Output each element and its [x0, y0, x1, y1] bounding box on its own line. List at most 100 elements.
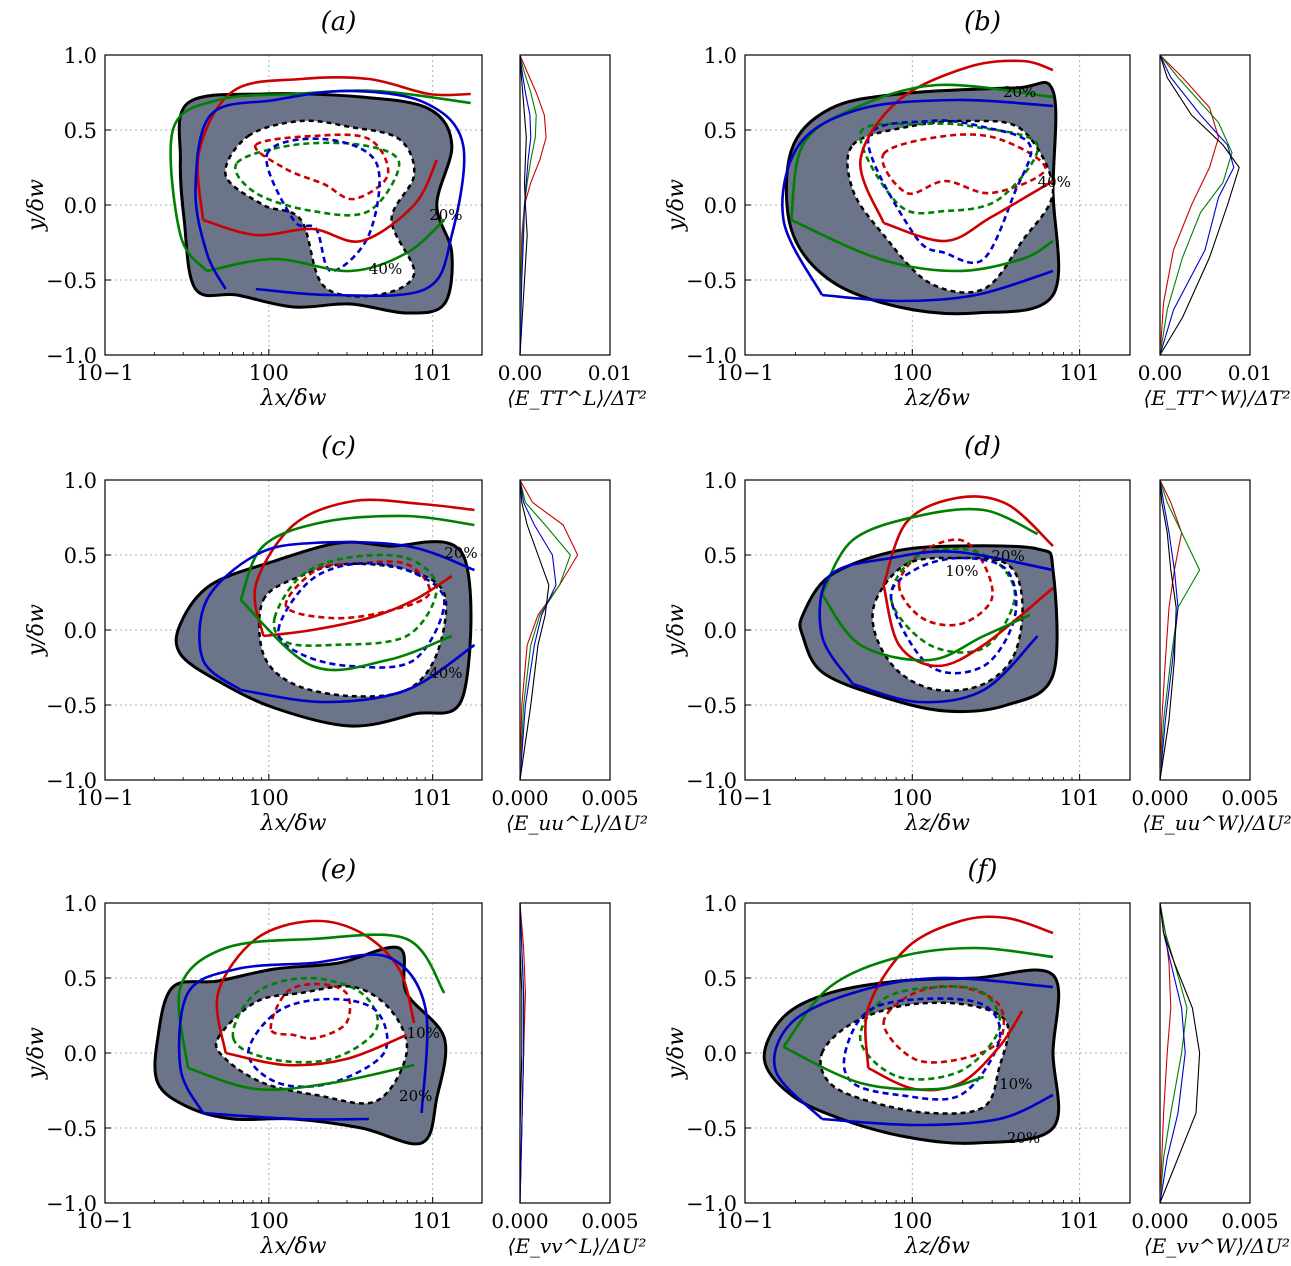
contour-label: 10% [407, 1024, 440, 1042]
x-tick-label: 100 [249, 1209, 289, 1233]
dashed-contour [234, 141, 401, 217]
y-tick-label: 1.0 [64, 44, 97, 68]
y-tick-label: −0.5 [686, 269, 737, 293]
dashed-contour [272, 553, 439, 647]
x-axis-label: λx/δw [260, 811, 327, 836]
solid-contour [821, 269, 1054, 303]
y-tick-label: −1.0 [46, 769, 97, 793]
y-tick-label: −0.5 [686, 1117, 737, 1141]
profile-series-line [1159, 54, 1233, 356]
x-tick-label: 100 [249, 786, 289, 810]
solid-contour [821, 1093, 1054, 1127]
solid-contour [240, 643, 476, 704]
panel-4: (e) 10% 20% −1.0 −0.5 0.0 0.5 1.0 10−1 100 101 λx/δ… [24, 855, 646, 1259]
profile-series-line [519, 479, 572, 781]
y-axis-label: y/δw [664, 1027, 689, 1080]
solid-contour [225, 1033, 408, 1067]
contour-label: 10% [945, 562, 978, 580]
profile-x-tick-label: 0.000 [1131, 1209, 1188, 1233]
x-axis-label: λx/δw [260, 1234, 327, 1259]
profile-series-line [1159, 902, 1201, 1204]
inner-region [224, 119, 416, 298]
x-tick-label: 100 [249, 361, 289, 385]
dashed-contour [254, 133, 390, 201]
profile-x-tick-label: 0.000 [1131, 786, 1188, 810]
y-tick-label: −0.5 [46, 1117, 97, 1141]
profile-series-line [1159, 902, 1186, 1204]
profile-frame [519, 479, 611, 781]
dashed-contour [858, 985, 1002, 1081]
solid-contour [852, 635, 1039, 704]
contour-label: 20% [1007, 1129, 1040, 1147]
contour-label: 40% [369, 260, 402, 278]
profile-x-tick-label: 0.00 [498, 361, 543, 385]
profile-frame [1159, 902, 1251, 1204]
solid-contour [820, 507, 1039, 595]
profile-x-tick-label: 0.01 [1228, 361, 1273, 385]
profile-x-tick-label: 0.00 [1138, 361, 1183, 385]
y-axis-label: y/δw [664, 179, 689, 232]
profile-x-tick-label: 0.000 [491, 1209, 548, 1233]
solid-contour [772, 976, 1054, 1120]
panel-1: (b) 20% 40% −1.0 −0.5 0.0 0.5 1.0 10−1 100 101 λz/δ… [664, 7, 1291, 411]
x-tick-label: 101 [1060, 1209, 1100, 1233]
dashed-contour [246, 997, 389, 1089]
profile-x-axis-label: ⟨E_vv^W⟩/ΔU² [1144, 1234, 1290, 1258]
profile-series-line [519, 54, 528, 356]
profile-series-line [1159, 54, 1220, 356]
solid-contour [206, 219, 446, 273]
panel-label: (f) [968, 855, 998, 885]
x-axis-label: λz/δw [904, 386, 970, 411]
solid-contour [883, 179, 1054, 243]
dashed-contour [265, 137, 381, 273]
panel-3: (d) 20% 10% −1.0 −0.5 0.0 0.5 1.0 10−1 100 101 λz/δ… [664, 432, 1291, 836]
profile-x-tick-label: 0.000 [491, 786, 548, 810]
solid-contour [864, 915, 1054, 1069]
y-tick-label: 1.0 [64, 892, 97, 916]
solid-contour [239, 599, 453, 672]
contour-label: 20% [429, 206, 462, 224]
x-tick-label: 101 [413, 786, 453, 810]
y-tick-label: 1.0 [704, 892, 737, 916]
solid-contour [820, 593, 1031, 662]
y-tick-label: −1.0 [46, 344, 97, 368]
profile-series-line [1159, 479, 1183, 781]
profile-series-line [519, 54, 547, 356]
inner-region [257, 562, 448, 698]
dashed-contour [269, 982, 352, 1040]
contour-label: 40% [429, 664, 462, 682]
panel-label: (a) [321, 7, 357, 37]
profile-series-line [519, 479, 557, 781]
y-axis-label: y/δw [664, 604, 689, 657]
x-tick-label: 100 [892, 1209, 932, 1233]
solid-contour [253, 498, 475, 637]
y-tick-label: 0.0 [704, 1042, 737, 1066]
x-tick-label: 10−1 [76, 1209, 134, 1233]
y-tick-label: −0.5 [46, 269, 97, 293]
y-tick-label: 0.5 [64, 967, 97, 991]
dashed-contour [881, 133, 1047, 196]
solid-contour [263, 574, 453, 638]
profile-x-axis-label: ⟨E_TT^L⟩/ΔT² [507, 386, 647, 410]
y-tick-label: 0.5 [704, 119, 737, 143]
profile-x-tick-label: 0.005 [581, 1209, 638, 1233]
profile-series-line [519, 54, 537, 356]
profile-frame [519, 902, 611, 1204]
solid-contour [818, 550, 1054, 685]
y-tick-label: 0.0 [704, 194, 737, 218]
profile-x-tick-label: 0.01 [588, 361, 633, 385]
x-tick-label: 100 [892, 786, 932, 810]
x-tick-label: 10−1 [716, 361, 774, 385]
solid-contour [782, 946, 1054, 1048]
x-axis-label: λz/δw [904, 811, 970, 836]
panel-label: (e) [321, 855, 357, 885]
y-tick-label: −1.0 [46, 1192, 97, 1216]
contour-label: 20% [399, 1087, 432, 1105]
solid-contour [882, 495, 1054, 586]
y-tick-label: 0.5 [704, 967, 737, 991]
profile-x-axis-label: ⟨E_vv^L⟩/ΔU² [508, 1234, 647, 1258]
profile-x-tick-label: 0.005 [581, 786, 638, 810]
y-tick-label: −1.0 [686, 1192, 737, 1216]
contour-label: 40% [1038, 173, 1071, 191]
